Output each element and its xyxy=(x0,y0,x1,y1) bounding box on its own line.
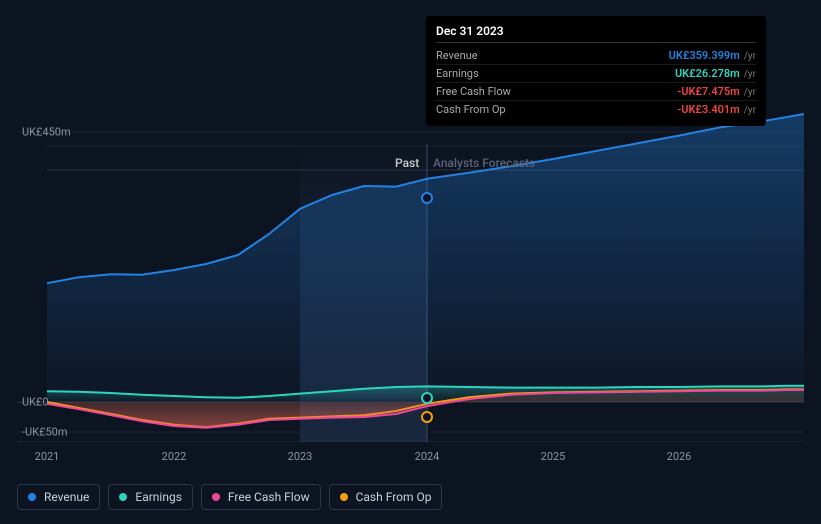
chart-tooltip: Dec 31 2023 RevenueUK£359.399m/yrEarning… xyxy=(426,16,766,126)
tooltip-date: Dec 31 2023 xyxy=(436,24,756,43)
chart-legend: Revenue Earnings Free Cash Flow Cash From O… xyxy=(17,484,442,510)
y-axis-label: -UK£50m xyxy=(22,426,67,439)
tooltip-row-value: UK£359.399m xyxy=(669,49,740,62)
tooltip-row-label: Revenue xyxy=(436,49,478,62)
tooltip-row-value: -UK£3.401m xyxy=(677,103,740,116)
x-axis-label: 2026 xyxy=(667,450,692,463)
tooltip-row: Cash From Op -UK£3.401m/yr xyxy=(436,101,756,118)
x-axis: 2021 2022 2023 2024 2025 2026 xyxy=(17,450,804,470)
legend-item[interactable]: Cash From Op xyxy=(329,484,443,510)
tooltip-row-unit: /yr xyxy=(744,105,756,116)
tooltip-row: Free Cash Flow -UK£7.475m/yr xyxy=(436,83,756,101)
legend-item[interactable]: Free Cash Flow xyxy=(201,484,321,510)
legend-item[interactable]: Revenue xyxy=(17,484,100,510)
x-axis-label: 2022 xyxy=(162,450,187,463)
x-axis-label: 2023 xyxy=(288,450,313,463)
tooltip-row-value: UK£26.278m xyxy=(675,67,740,80)
tooltip-row-label: Free Cash Flow xyxy=(436,85,511,98)
legend-item-label: Free Cash Flow xyxy=(228,490,310,504)
x-axis-label: 2021 xyxy=(35,450,60,463)
legend-item-label: Earnings xyxy=(135,490,182,504)
y-axis-label: UK£0 xyxy=(22,396,49,409)
legend-item-label: Cash From Op xyxy=(356,490,432,504)
tooltip-row-unit: /yr xyxy=(744,87,756,98)
tooltip-row-label: Earnings xyxy=(436,67,479,80)
y-axis-label: UK£450m xyxy=(22,126,71,139)
legend-item-label: Revenue xyxy=(44,490,89,504)
legend-item[interactable]: Earnings xyxy=(108,484,193,510)
tooltip-row-label: Cash From Op xyxy=(436,103,506,116)
tooltip-row-unit: /yr xyxy=(744,51,756,62)
tooltip-row-value: -UK£7.475m xyxy=(677,85,740,98)
x-axis-label: 2025 xyxy=(541,450,566,463)
tooltip-row-unit: /yr xyxy=(744,69,756,80)
x-axis-label: 2024 xyxy=(415,450,440,463)
legend-dot-icon xyxy=(340,493,348,501)
legend-dot-icon xyxy=(119,493,127,501)
legend-dot-icon xyxy=(212,493,220,501)
tooltip-row: Earnings UK£26.278m/yr xyxy=(436,65,756,83)
legend-dot-icon xyxy=(28,493,36,501)
tooltip-row: Revenue UK£359.399m/yr xyxy=(436,47,756,65)
